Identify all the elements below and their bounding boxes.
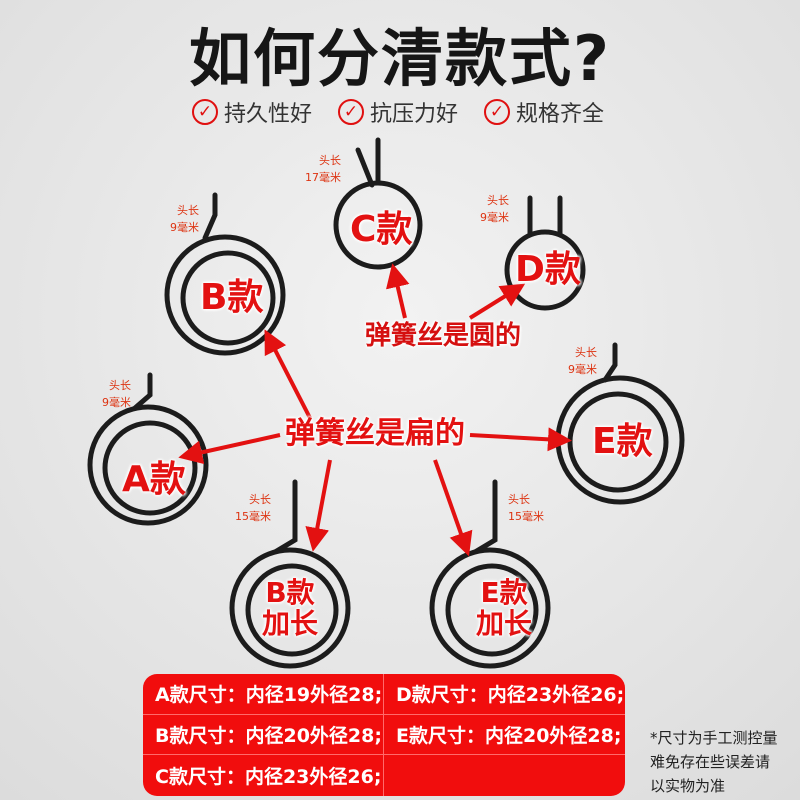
label-line: E款 [480, 576, 528, 609]
note-line: 以实物为准 [650, 777, 726, 795]
label-line: 加长 [476, 606, 533, 640]
flat-wire-label: 弹簧丝是扁的 [285, 416, 465, 451]
label-line: B款 [265, 576, 315, 609]
spring-b-long [229, 479, 351, 669]
spring-c [333, 137, 423, 270]
size-e: E款尺寸：内径20外径28; [384, 715, 625, 756]
head-value: 9毫米 [480, 210, 509, 224]
size-b: B款尺寸：内径20外径28; [143, 714, 384, 756]
head-value: 9毫米 [102, 395, 131, 409]
label-c: C款 [350, 209, 413, 250]
size-empty [384, 755, 625, 796]
feature-label: 规格齐全 [516, 102, 605, 127]
size-a: A款尺寸：内径19外径28; [143, 674, 384, 715]
label-b-long: B款 加长 [262, 576, 319, 640]
head-length-b: 头长 9毫米 [170, 203, 199, 236]
label-e-long: E款 加长 [476, 576, 533, 640]
spring-d [504, 195, 586, 311]
head-length-a: 头长 9毫米 [102, 378, 131, 411]
head-text: 头长 [177, 204, 199, 217]
feature-label: 抗压力好 [370, 102, 459, 127]
feature-1: ✓ 持久性好 [192, 96, 312, 128]
head-text: 头长 [319, 154, 341, 167]
check-circle-icon: ✓ [192, 99, 218, 125]
label-d: D款 [515, 249, 581, 290]
page-title: 如何分清款式? [189, 22, 611, 95]
check-circle-icon: ✓ [338, 99, 364, 125]
spring-a [87, 372, 209, 526]
head-value: 15毫米 [235, 509, 271, 523]
label-b: B款 [200, 277, 264, 318]
check-circle-icon: ✓ [484, 99, 510, 125]
label-e: E款 [592, 421, 653, 462]
head-text: 头长 [109, 379, 131, 392]
head-length-e-long: 头长 15毫米 [508, 492, 544, 525]
head-value: 9毫米 [568, 362, 597, 376]
size-c: C款尺寸：内径23外径26; [143, 755, 384, 796]
note-line: *尺寸为手工测控量 [650, 729, 778, 747]
head-value: 15毫米 [508, 509, 544, 523]
label-line: 加长 [262, 606, 319, 640]
head-length-c: 头长 17毫米 [305, 153, 341, 186]
head-text: 头长 [575, 346, 597, 359]
note-line: 难免存在些误差请 [650, 753, 771, 771]
head-value: 9毫米 [170, 220, 199, 234]
feature-2: ✓ 抗压力好 [338, 96, 458, 128]
head-length-d: 头长 9毫米 [480, 193, 509, 226]
disclaimer-note: *尺寸为手工测控量 难免存在些误差请 以实物为准 [650, 726, 778, 798]
size-d: D款尺寸：内径23外径26; [384, 674, 625, 715]
round-wire-label: 弹簧丝是圆的 [365, 321, 522, 351]
head-text: 头长 [508, 493, 530, 506]
arrows [178, 263, 572, 557]
size-table: A款尺寸：内径19外径28; D款尺寸：内径23外径26; B款尺寸：内径20外… [143, 674, 625, 796]
feature-3: ✓ 规格齐全 [484, 96, 604, 128]
spring-e-long [429, 479, 551, 669]
head-text: 头长 [249, 493, 271, 506]
head-length-e: 头长 9毫米 [568, 345, 597, 378]
head-value: 17毫米 [305, 170, 341, 184]
spring-b [164, 192, 286, 356]
head-length-b-long: 头长 15毫米 [235, 492, 271, 525]
label-a: A款 [122, 459, 186, 500]
head-text: 头长 [487, 194, 509, 207]
feature-label: 持久性好 [224, 102, 313, 127]
